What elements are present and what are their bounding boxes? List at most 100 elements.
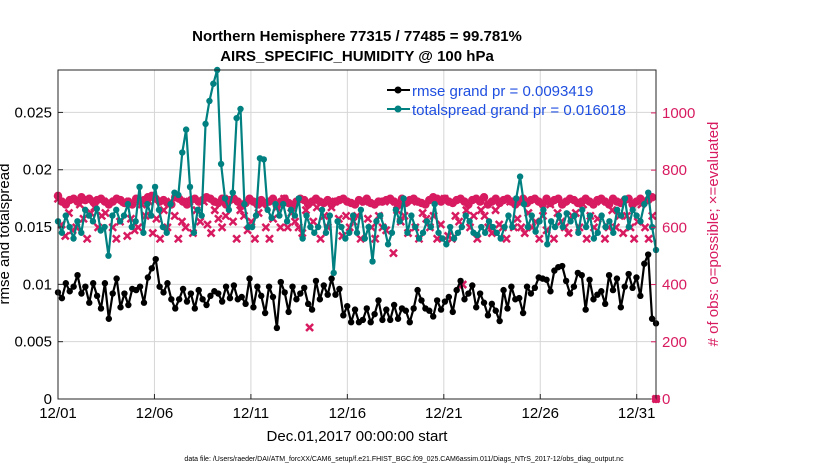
rmse-point xyxy=(207,292,214,300)
totalspread-point xyxy=(66,223,73,231)
obs-evaluated-marker xyxy=(629,234,639,244)
rmse-point xyxy=(523,283,531,290)
totalspread-point xyxy=(338,223,345,231)
rmse-point xyxy=(324,291,331,298)
totalspread-point xyxy=(586,212,594,219)
totalspread-point xyxy=(637,218,644,225)
totalspread-point xyxy=(237,105,244,113)
y-tick-label: 0.02 xyxy=(23,162,52,179)
rmse-point xyxy=(191,305,198,312)
rmse-point xyxy=(226,294,234,302)
obs-evaluated-marker xyxy=(261,222,271,232)
obs-evaluated-marker xyxy=(177,217,187,227)
totalspread-point xyxy=(617,212,625,219)
rmse-point xyxy=(140,299,148,306)
rmse-point xyxy=(82,283,89,290)
rmse-point xyxy=(531,284,539,292)
rmse-point xyxy=(496,317,503,325)
rmse-point xyxy=(269,293,277,301)
rmse-point xyxy=(308,306,316,313)
totalspread-point xyxy=(532,228,539,235)
totalspread-point xyxy=(497,235,504,242)
totalspread-point xyxy=(357,206,365,214)
totalspread-point xyxy=(419,229,427,236)
plot-frame xyxy=(57,69,657,400)
rmse-point xyxy=(74,271,81,279)
obs-evaluated-marker xyxy=(111,234,121,244)
totalspread-point xyxy=(167,200,174,208)
obs-evaluated-marker xyxy=(389,248,398,258)
rmse-point xyxy=(648,315,656,322)
totalspread-point xyxy=(408,212,415,219)
rmse-point xyxy=(644,251,652,258)
rmse-point xyxy=(336,285,343,293)
rmse-point xyxy=(516,294,523,302)
totalspread-point xyxy=(151,183,159,191)
rmse-point xyxy=(410,305,417,312)
obs-evaluated-marker xyxy=(618,228,628,238)
rmse-point xyxy=(414,286,421,294)
totalspread-point xyxy=(307,223,314,231)
obs-evaluated-marker xyxy=(341,211,351,221)
x-tick-label: 12/26 xyxy=(521,405,559,422)
totalspread-point xyxy=(225,206,233,214)
totalspread-point xyxy=(625,223,633,231)
rmse-point xyxy=(328,275,335,282)
rmse-point xyxy=(273,324,281,332)
rmse-point xyxy=(605,271,613,279)
rmse-point xyxy=(379,316,386,324)
obs-evaluated-marker xyxy=(476,205,486,215)
totalspread-point xyxy=(248,223,256,231)
totalspread-point xyxy=(392,206,400,214)
y-tick-label: 0.01 xyxy=(23,276,52,293)
obs-evaluated-marker xyxy=(170,211,180,221)
rmse-point xyxy=(78,290,85,297)
rmse-point xyxy=(406,318,413,326)
totalspread-point xyxy=(501,223,508,231)
rmse-point xyxy=(347,318,355,326)
rmse-point xyxy=(230,282,238,289)
totalspread-point xyxy=(349,212,357,219)
y-tick-label: 0 xyxy=(44,391,52,408)
totalspread-point xyxy=(221,195,229,202)
obs-evaluated-marker xyxy=(534,234,544,244)
obs-evaluated-marker xyxy=(513,214,522,224)
totalspread-point xyxy=(575,229,582,236)
totalspread-point xyxy=(489,223,497,231)
totalspread-point xyxy=(485,218,493,225)
totalspread-point xyxy=(326,212,334,219)
totalspread-point xyxy=(217,160,225,168)
totalspread-point xyxy=(299,235,306,242)
rmse-point xyxy=(437,306,445,313)
totalspread-point xyxy=(474,231,481,239)
rmse-point xyxy=(261,309,269,317)
obs-evaluated-marker xyxy=(516,222,526,232)
rmse-point xyxy=(297,290,304,297)
totalspread-point xyxy=(551,223,559,231)
totalspread-point xyxy=(109,212,116,219)
rmse-point xyxy=(621,283,628,290)
rmse-point xyxy=(367,318,374,326)
obs-evaluated-marker xyxy=(432,234,442,244)
rmse-point xyxy=(101,280,109,287)
y-right-tick-label: 1000 xyxy=(662,105,695,122)
totalspread-point xyxy=(194,206,201,214)
totalspread-point xyxy=(606,218,613,225)
totalspread-point xyxy=(346,229,353,236)
totalspread-point xyxy=(268,214,275,222)
obs-evaluated-marker xyxy=(133,222,143,232)
totalspread-point xyxy=(427,223,434,231)
totalspread-point xyxy=(260,156,268,163)
totalspread-point xyxy=(493,229,500,236)
rmse-point xyxy=(375,297,382,304)
totalspread-point xyxy=(547,218,555,225)
totalspread-point xyxy=(85,212,93,219)
totalspread-point xyxy=(101,223,108,231)
totalspread-point xyxy=(629,206,636,214)
rmse-point xyxy=(363,305,370,312)
rmse-point xyxy=(199,296,206,303)
totalspread-point xyxy=(450,235,458,242)
rmse-point xyxy=(445,293,453,301)
rmse-point xyxy=(113,275,120,282)
